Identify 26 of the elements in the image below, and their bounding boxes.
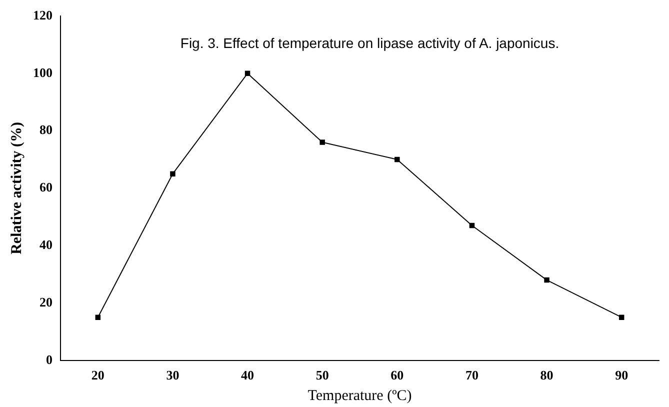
point: [469, 222, 475, 228]
x-tick-label: 60: [390, 368, 404, 383]
x-axis-title: Temperature (ºC): [308, 388, 412, 404]
y-tick-label: 40: [40, 236, 52, 252]
y-axis-title: Relative activity (%): [8, 122, 25, 254]
point: [394, 156, 400, 162]
x-tick-label: 50: [316, 368, 329, 383]
x-tick-label: 20: [91, 368, 104, 383]
y-tick-label: 120: [33, 7, 52, 22]
point: [95, 314, 101, 320]
x-tick-label: 40: [241, 368, 254, 383]
point: [244, 70, 250, 76]
x-tick-label: 90: [615, 368, 628, 383]
x-tick-label: 30: [166, 368, 180, 383]
point: [170, 171, 176, 176]
point: [544, 277, 550, 283]
x-tick-label: 80: [540, 368, 554, 383]
y-tick-label: 60: [40, 180, 52, 195]
y-tick-label: 80: [40, 122, 52, 138]
point: [618, 314, 624, 320]
x-tick-label: 70: [465, 368, 478, 383]
y-tick-label: 100: [33, 64, 52, 80]
y-tick-label: 0: [46, 352, 52, 367]
text: Fig. 3. Effect of temperature on lipase activity of A. japonicus.: [180, 34, 560, 51]
y-tick-label: 20: [40, 294, 52, 310]
point: [320, 140, 325, 145]
